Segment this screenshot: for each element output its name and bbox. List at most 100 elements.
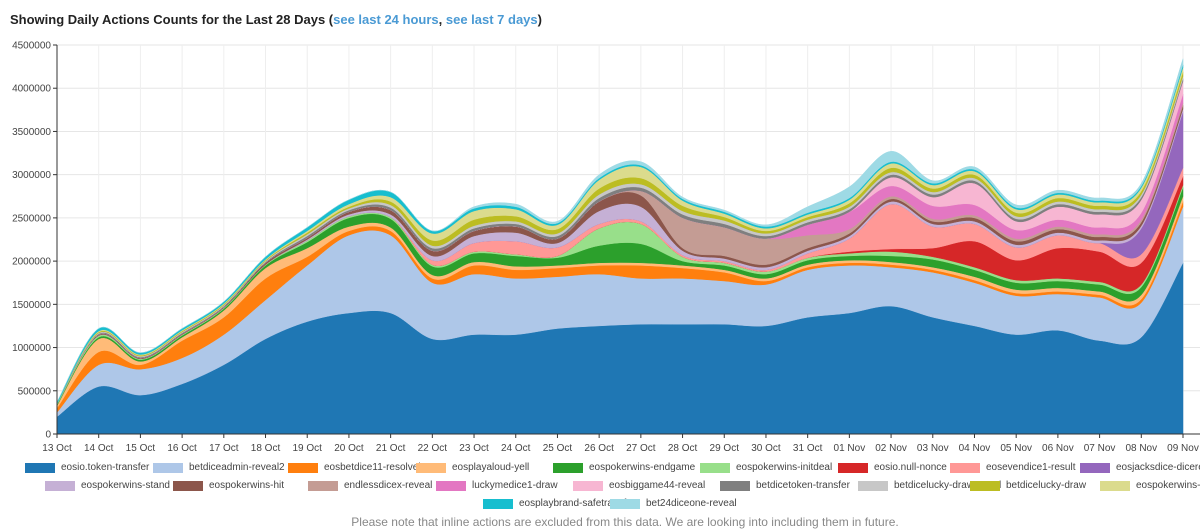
legend-item[interactable]: eosbetdice11-resolvebet xyxy=(288,462,432,473)
legend-swatch xyxy=(483,498,513,509)
legend-item[interactable]: eosbiggame44-reveal xyxy=(573,480,705,491)
x-tick-label: 30 Oct xyxy=(751,443,781,454)
y-tick-label: 3000000 xyxy=(12,170,51,181)
x-tick-label: 05 Nov xyxy=(1000,443,1032,454)
last-24-hours-link[interactable]: see last 24 hours xyxy=(333,12,439,27)
legend-item[interactable]: eosjacksdice-dicereveal xyxy=(1080,462,1200,473)
header-title: Showing Daily Actions Counts for the Las… xyxy=(10,12,334,27)
legend-swatch xyxy=(610,498,640,509)
x-tick-label: 15 Oct xyxy=(126,443,156,454)
legend-swatch xyxy=(858,480,888,491)
legend-label: eosevendice1-result xyxy=(986,462,1076,473)
legend-label: endlessdicex-reveal xyxy=(344,480,433,491)
legend-swatch xyxy=(970,480,1000,491)
y-tick-label: 0 xyxy=(45,430,51,441)
chart-axes: 0 500000 1000000 1500000 2000000 2500000 30000… xyxy=(12,41,1200,454)
legend-item[interactable]: betdicelucky-draw xyxy=(970,480,1086,491)
legend-label: eospokerwins-initdeal xyxy=(736,462,833,473)
y-tick-label: 2500000 xyxy=(12,213,51,224)
stacked-area-chart: 0 500000 1000000 1500000 2000000 2500000 30000… xyxy=(12,41,1200,454)
legend-swatch xyxy=(45,480,75,491)
legend-swatch xyxy=(436,480,466,491)
x-tick-label: 21 Oct xyxy=(376,443,406,454)
legend-swatch xyxy=(573,480,603,491)
legend-item[interactable]: eospokerwins-stand xyxy=(45,480,170,491)
x-tick-label: 09 Nov xyxy=(1167,443,1199,454)
x-tick-label: 17 Oct xyxy=(209,443,239,454)
legend-item[interactable]: betdiceadmin-reveal2 xyxy=(153,462,285,473)
area-bet24diceone-reveal[interactable] xyxy=(56,58,1184,403)
legend-label: eosio.null-nonce xyxy=(874,462,947,473)
x-tick-label: 18 Oct xyxy=(251,443,281,454)
x-tick-label: 24 Oct xyxy=(501,443,531,454)
legend-label: betdicelucky-drawreveal xyxy=(894,480,1002,491)
legend-item[interactable]: eospokerwins-deal xyxy=(1100,480,1200,491)
x-tick-label: 01 Nov xyxy=(834,443,866,454)
legend-label: betdicelucky-draw xyxy=(1006,480,1087,491)
legend-item[interactable]: eosplayaloud-yell xyxy=(416,462,529,473)
legend-swatch xyxy=(173,480,203,491)
x-tick-label: 13 Oct xyxy=(42,443,72,454)
chart-legend: eosio.token-transfer betdiceadmin-reveal2… xyxy=(0,458,1200,514)
legend-label: eosplaybrand-safetransfer xyxy=(519,498,636,509)
legend-swatch xyxy=(1100,480,1130,491)
header-close-paren: ) xyxy=(537,12,542,27)
legend-item[interactable]: luckymedice1-draw xyxy=(436,480,558,491)
last-7-days-link[interactable]: see last 7 days xyxy=(445,12,538,27)
y-tick-label: 500000 xyxy=(18,386,52,397)
x-tick-label: 14 Oct xyxy=(84,443,114,454)
legend-item[interactable]: bet24diceone-reveal xyxy=(610,498,737,509)
legend-label: eospokerwins-hit xyxy=(209,480,285,491)
x-tick-label: 08 Nov xyxy=(1125,443,1157,454)
legend-item[interactable]: eosio.token-transfer xyxy=(25,462,149,473)
legend-swatch xyxy=(838,462,868,473)
footnote: Please note that inline actions are excl… xyxy=(351,515,899,529)
legend-item[interactable]: eosevendice1-result xyxy=(950,462,1076,473)
legend-label: eosjacksdice-dicereveal xyxy=(1116,462,1200,473)
x-tick-label: 29 Oct xyxy=(710,443,740,454)
x-tick-label: 27 Oct xyxy=(626,443,656,454)
legend-item[interactable]: eosplaybrand-safetransfer xyxy=(483,498,635,509)
legend-label: eosbiggame44-reveal xyxy=(609,480,706,491)
legend-label: eospokerwins-deal xyxy=(1136,480,1200,491)
x-tick-label: 07 Nov xyxy=(1084,443,1116,454)
legend-swatch xyxy=(950,462,980,473)
legend-label: eospokerwins-endgame xyxy=(589,462,696,473)
x-tick-label: 03 Nov xyxy=(917,443,949,454)
y-tick-label: 4000000 xyxy=(12,84,51,95)
y-tick-label: 2000000 xyxy=(12,257,51,268)
legend-item[interactable]: betdicetoken-transfer xyxy=(720,480,850,491)
x-tick-label: 04 Nov xyxy=(959,443,991,454)
x-tick-label: 25 Oct xyxy=(543,443,573,454)
legend-swatch xyxy=(1080,462,1110,473)
x-tick-label: 06 Nov xyxy=(1042,443,1074,454)
x-tick-label: 02 Nov xyxy=(875,443,907,454)
legend-item[interactable]: eosio.null-nonce xyxy=(838,462,947,473)
y-tick-label: 3500000 xyxy=(12,127,51,138)
legend-swatch xyxy=(153,462,183,473)
y-tick-label: 1000000 xyxy=(12,343,51,354)
legend-label: eosplayaloud-yell xyxy=(452,462,530,473)
legend-item[interactable]: endlessdicex-reveal xyxy=(308,480,432,491)
chart-areas xyxy=(56,58,1184,435)
legend-swatch xyxy=(700,462,730,473)
legend-swatch xyxy=(25,462,55,473)
legend-swatch xyxy=(720,480,750,491)
legend-label: luckymedice1-draw xyxy=(472,480,558,491)
x-tick-label: 19 Oct xyxy=(292,443,322,454)
y-tick-label: 4500000 xyxy=(12,41,51,52)
x-tick-label: 31 Oct xyxy=(793,443,823,454)
x-tick-label: 16 Oct xyxy=(167,443,197,454)
legend-swatch xyxy=(553,462,583,473)
legend-label: betdicetoken-transfer xyxy=(756,480,850,491)
legend-swatch xyxy=(308,480,338,491)
legend-item[interactable]: eospokerwins-hit xyxy=(173,480,284,491)
legend-swatch xyxy=(288,462,318,473)
legend-item[interactable]: betdicelucky-drawreveal xyxy=(858,480,1001,491)
legend-item[interactable]: eospokerwins-endgame xyxy=(553,462,695,473)
legend-label: betdiceadmin-reveal2 xyxy=(189,462,285,473)
legend-label: eosio.token-transfer xyxy=(61,462,150,473)
legend-item[interactable]: eospokerwins-initdeal xyxy=(700,462,832,473)
legend-label: eospokerwins-stand xyxy=(81,480,170,491)
legend-label: bet24diceone-reveal xyxy=(646,498,737,509)
